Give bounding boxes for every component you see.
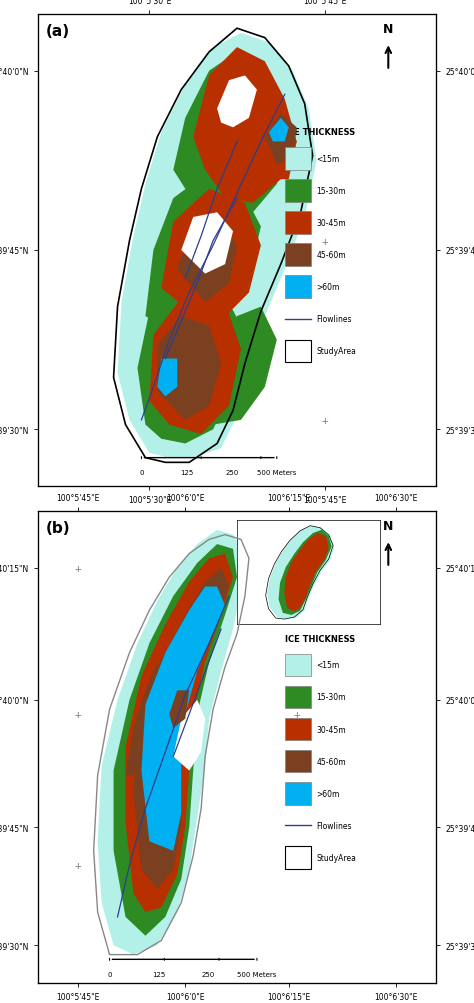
Text: N: N [383,23,393,36]
FancyBboxPatch shape [285,244,310,267]
FancyBboxPatch shape [285,847,310,869]
Text: 15-30m: 15-30m [317,693,346,702]
FancyBboxPatch shape [285,148,310,171]
Polygon shape [98,531,245,955]
Text: (a): (a) [46,24,70,39]
Text: +: + [74,709,81,719]
Text: ICE THICKNESS: ICE THICKNESS [285,634,355,643]
FancyBboxPatch shape [285,686,310,708]
Text: Flowlines: Flowlines [317,315,352,324]
Polygon shape [177,223,237,303]
FancyBboxPatch shape [285,750,310,772]
Text: 250: 250 [225,470,238,476]
Polygon shape [126,554,233,913]
Polygon shape [161,190,261,321]
Text: <15m: <15m [317,661,340,670]
Text: 0: 0 [107,971,112,977]
Text: +: + [321,415,328,425]
Polygon shape [157,359,177,397]
FancyBboxPatch shape [285,654,310,676]
Text: 250: 250 [201,971,214,977]
Polygon shape [261,128,297,180]
Text: ICE THICKNESS: ICE THICKNESS [285,128,355,137]
Text: >60m: >60m [317,789,340,798]
Polygon shape [181,213,233,274]
Polygon shape [217,76,257,128]
Polygon shape [141,587,225,851]
FancyBboxPatch shape [285,718,310,740]
Text: 30-45m: 30-45m [317,725,346,734]
FancyBboxPatch shape [285,782,310,804]
Text: 125: 125 [180,470,193,476]
Text: StudyArea: StudyArea [317,853,356,862]
FancyBboxPatch shape [285,212,310,235]
Text: N: N [383,520,393,533]
Text: 500 Meters: 500 Meters [237,971,277,977]
Polygon shape [265,114,297,165]
Text: 0: 0 [139,470,144,476]
Text: StudyArea: StudyArea [317,347,356,356]
Text: 30-45m: 30-45m [317,219,346,228]
Text: +: + [293,563,300,573]
FancyBboxPatch shape [285,276,310,299]
Polygon shape [126,662,157,775]
Polygon shape [118,34,317,458]
Polygon shape [134,568,229,889]
Text: +: + [293,709,300,719]
Text: +: + [321,237,328,247]
Text: +: + [74,563,81,573]
Polygon shape [137,279,241,444]
Polygon shape [169,691,189,728]
Polygon shape [173,700,205,770]
FancyBboxPatch shape [285,181,310,203]
Text: +: + [186,563,192,573]
Polygon shape [149,813,177,870]
Text: 15-30m: 15-30m [317,187,346,196]
Text: +: + [202,57,209,67]
Text: +: + [293,861,300,870]
Text: (b): (b) [46,521,71,536]
Text: 45-60m: 45-60m [317,757,346,766]
Text: Flowlines: Flowlines [317,821,352,830]
Text: 45-60m: 45-60m [317,251,346,260]
Text: <15m: <15m [317,154,340,163]
Polygon shape [193,307,277,425]
Polygon shape [193,48,297,204]
Polygon shape [157,317,221,420]
Polygon shape [173,53,293,218]
Text: 125: 125 [152,971,165,977]
Text: >60m: >60m [317,283,340,292]
Polygon shape [149,293,241,434]
FancyBboxPatch shape [285,340,310,363]
Text: 500 Meters: 500 Meters [257,470,297,476]
Polygon shape [269,118,289,142]
Polygon shape [114,545,237,936]
Text: +: + [74,861,81,870]
Polygon shape [146,176,261,326]
